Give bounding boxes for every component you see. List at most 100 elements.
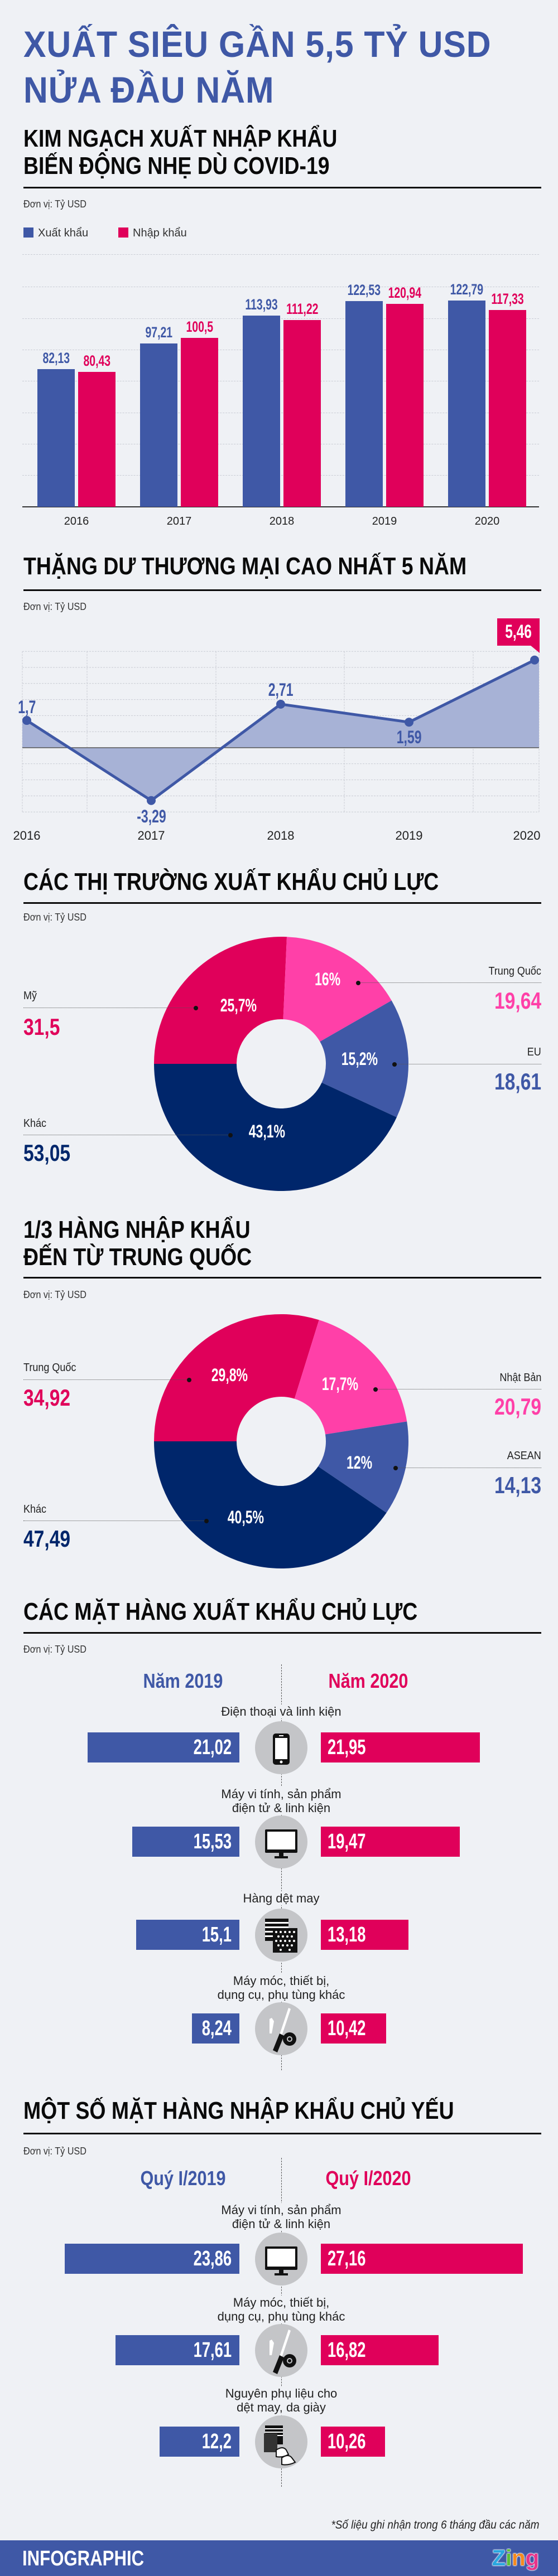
column-header-right: Năm 2020 [328,1669,408,1692]
slice-category-label: Trung Quốc [23,1362,76,1374]
bar-value-label: 117,33 [483,290,532,308]
legend-label-import: Nhập khẩu [133,227,187,239]
bar-value: 16,82 [328,2338,366,2362]
bar-value-label: 122,53 [340,281,388,299]
divider [23,1277,541,1279]
item-label: Máy móc, thiết bị, dụng cụ, phụ tùng khác [170,1974,393,2002]
value-text: 111,22 [286,301,319,318]
leader-dot [187,1378,191,1382]
legend-label-export: Xuất khẩu [38,227,89,239]
slice-percent-label: 43,1% [228,1121,306,1141]
legend-swatch-import [118,227,128,238]
value-text: 82,13 [42,349,70,366]
slice-value: 18,61 [483,1069,541,1095]
divider [23,902,541,904]
phone-icon [255,1721,307,1774]
bar-value: 10,42 [328,2017,366,2040]
slice-percent-label: 25,7% [199,995,277,1015]
value-text: 20,79 [494,1393,541,1420]
value-text: 122,53 [347,282,381,299]
bar-value-label: 97,21 [134,323,183,341]
bar-value: 21,02 [193,1736,232,1759]
import-markets-heading-line2: ĐẾN TỪ TRUNG QUỐC [23,1243,252,1271]
import-markets-heading-line1: 1/3 HÀNG NHẬP KHẨU [23,1216,251,1243]
leader-line [23,1379,189,1380]
computer-icon [255,1815,307,1868]
bar-value: 17,61 [193,2338,232,2362]
value-text: 29,8% [211,1365,248,1385]
tools-icon [255,2002,307,2055]
value-text: 113,93 [245,296,278,313]
value-text: 5,46 [505,621,532,642]
bar-right: 10,26 [321,2427,385,2457]
bar-import [283,320,321,507]
bar-value-label: 100,5 [175,318,224,336]
main-title-line2: NỬA ĐẦU NĂM [23,69,275,110]
item-label-line: dụng cụ, phụ tùng khác [215,1988,348,2002]
footer-label: INFOGRAPHIC [22,2547,145,2570]
bar-import [489,309,526,507]
data-point [405,718,413,727]
donut-slice [154,937,287,1064]
bar-value: 21,95 [328,1736,366,1759]
slice-percent-label: 17,7% [301,1374,379,1394]
data-point [276,699,285,709]
value-text: 16% [314,969,341,989]
item-label-line: Nguyên phụ liệu cho [223,2386,340,2400]
x-tick-label: 2018 [267,829,295,842]
bar-left: 8,24 [191,2013,239,2044]
data-point [22,716,31,725]
import-goods-heading: MỘT SỐ MẶT HÀNG NHẬP KHẨU CHỦ YẾU [23,2097,454,2124]
data-label: 1,7 [0,697,55,717]
bar-right: 27,16 [321,2244,523,2274]
item-label-line: dụng cụ, phụ tùng khác [215,2309,348,2323]
value-text: 97,21 [145,324,172,341]
value-text: 122,79 [450,281,484,298]
trade-heading-line2: BIẾN ĐỘNG NHẸ DÙ COVID-19 [23,152,330,180]
item-label-line: Điện thoại và linh kiện [219,1705,344,1718]
value-text: 17,7% [321,1374,358,1394]
export-markets-heading: CÁC THỊ TRƯỜNG XUẤT KHẨU CHỦ LỰC [23,868,439,895]
legend-swatch-export [23,227,33,238]
highlight-callout: 5,46 [497,618,540,646]
bar-value: 10,26 [328,2430,366,2453]
value-text: 18,61 [494,1068,541,1095]
donut-slice [283,937,392,1042]
value-text: 117,33 [491,290,524,307]
value-text: 31,5 [23,1014,60,1040]
donut-slice [154,1441,387,1569]
item-label-line: Máy móc, thiết bị, [230,1974,332,1988]
x-tick-label: 2016 [13,829,41,842]
x-tick-label: 2020 [474,515,500,527]
bar-value: 15,1 [201,1923,232,1946]
slice-value: 19,64 [483,988,541,1014]
slice-value: 47,49 [23,1526,82,1552]
bar-value: 27,16 [328,2247,366,2270]
leader-line [358,982,541,983]
x-tick-label: 2019 [372,515,397,527]
bar-value: 19,47 [328,1830,366,1853]
bar-left: 15,1 [136,1920,239,1950]
column-header-left: Năm 2019 [143,1669,223,1692]
item-label: Điện thoại và linh kiện [170,1705,393,1718]
unit-label: Đơn vị: Tỷ USD [23,912,86,923]
bar-value: 8,24 [201,2017,232,2040]
data-point [530,655,539,665]
value-text: 1,59 [396,727,422,747]
bar-left: 15,53 [132,1827,239,1857]
slice-value: 14,13 [483,1473,541,1498]
slice-percent-label: 40,5% [206,1507,285,1527]
x-tick-label: 2019 [395,829,423,842]
unit-label: Đơn vị: Tỷ USD [23,601,86,612]
callout-pointer [530,645,540,653]
zing-logo: Zing [492,2546,539,2571]
leader-dot [373,1387,378,1392]
divider [23,589,541,591]
slice-category-label: Khác [23,1503,47,1515]
slice-value: 20,79 [483,1394,541,1420]
fabric-shoe-icon [255,2415,307,2468]
divider [23,1632,541,1634]
donut-slice [154,1064,397,1191]
